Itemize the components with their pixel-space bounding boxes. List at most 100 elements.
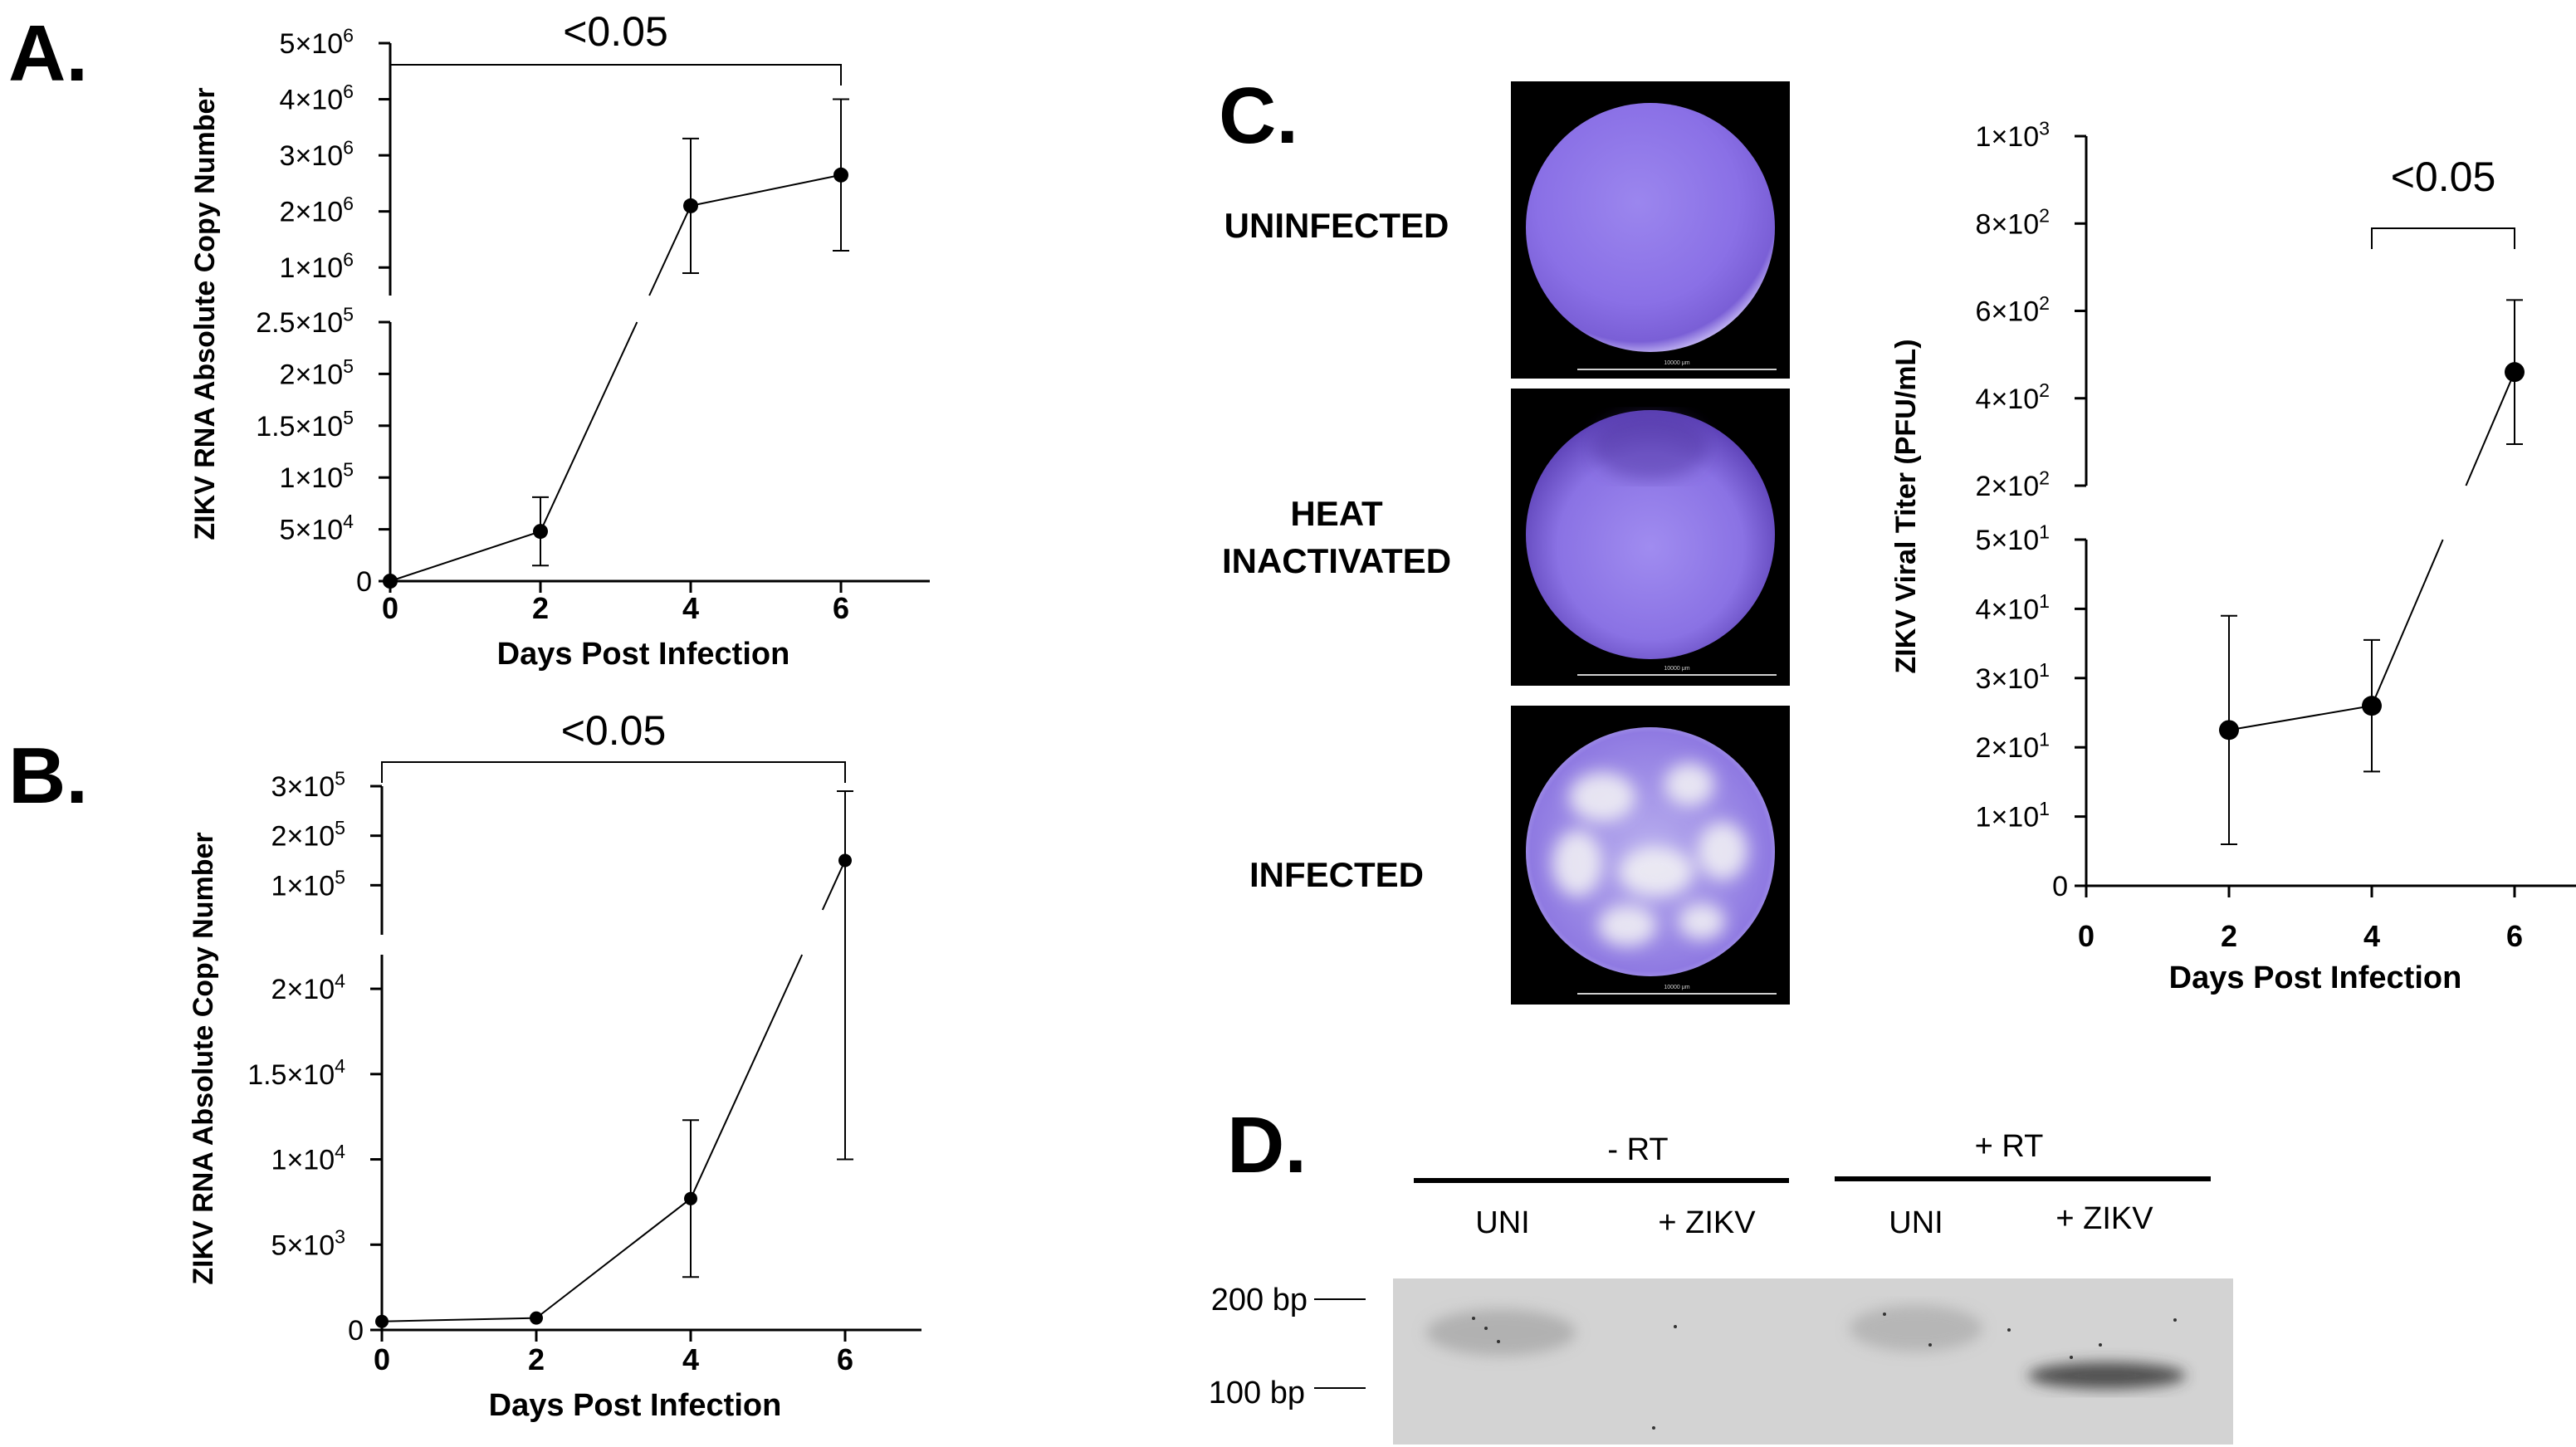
scale-bar-label: 10000 μm [1664, 360, 1689, 366]
y-tick-label: 5×103 [271, 1226, 345, 1262]
series-line [2371, 539, 2444, 706]
y-tick-label: 0 [2052, 871, 2068, 902]
panel-b-letter: B. [8, 731, 88, 820]
panel-a-letter: A. [8, 9, 88, 98]
x-tick-label: 2 [528, 1342, 545, 1376]
x-tick-label: 0 [2078, 919, 2095, 953]
chart-a: 05×1041×1051.5×1052×1052.5×1051×1062×106… [189, 8, 930, 672]
x-tick-label: 6 [837, 1342, 853, 1376]
data-point [684, 1191, 697, 1205]
significance-bracket [389, 64, 842, 86]
significance-bracket [381, 761, 846, 783]
y-axis-title: ZIKV RNA Absolute Copy Number [189, 87, 221, 540]
data-point [383, 574, 398, 589]
gel-band-lane-4 [2028, 1362, 2186, 1389]
y-axis-title: ZIKV Viral Titer (PFU/mL) [1890, 339, 1922, 673]
x-tick-label: 4 [2363, 919, 2380, 953]
x-tick-label: 2 [2221, 919, 2237, 953]
data-point [375, 1314, 389, 1328]
series-line [690, 174, 842, 207]
y-tick-label: 1×105 [271, 867, 345, 902]
panel-d-letter: D. [1227, 1101, 1307, 1190]
y-tick-label: 8×102 [1976, 205, 2050, 241]
y-tick-label: 2×105 [271, 817, 345, 853]
x-tick-label: 0 [382, 591, 398, 625]
data-point [683, 198, 698, 213]
marker-100bp: 100 bp [1209, 1376, 1305, 1410]
label-infected: INFECTED [1249, 855, 1424, 894]
lane-label-3: UNI [1889, 1205, 1943, 1240]
plaque-image-heat-inactivated: 10000 μm [1511, 389, 1790, 686]
series-line [690, 954, 804, 1200]
significance-label: <0.05 [563, 8, 668, 55]
x-tick-label: 4 [682, 591, 699, 625]
y-tick-label: 5×101 [1976, 521, 2050, 556]
x-tick-label: 2 [532, 591, 549, 625]
data-point [2362, 696, 2382, 716]
y-tick-label: 3×105 [271, 767, 345, 803]
label-inactivated: INACTIVATED [1221, 541, 1452, 580]
x-axis-title: Days Post Infection [489, 1388, 782, 1423]
data-point [2219, 720, 2239, 741]
scale-bar-label: 10000 μm [1664, 985, 1689, 990]
y-tick-label: 2×105 [280, 355, 354, 391]
y-tick-label: 5×106 [280, 24, 354, 60]
lane-label-4: + ZIKV [2055, 1201, 2153, 1236]
y-tick-label: 1×103 [1976, 117, 2050, 153]
y-tick-label: 2×101 [1976, 729, 2050, 765]
y-tick-label: 4×101 [1976, 590, 2050, 626]
series-line [381, 1317, 537, 1322]
y-tick-label: 0 [348, 1315, 364, 1347]
y-tick-label: 1×101 [1976, 798, 2050, 833]
group-label-minus-rt: - RT [1607, 1132, 1668, 1167]
label-uninfected: UNINFECTED [1224, 206, 1449, 245]
significance-label: <0.05 [2391, 154, 2496, 200]
gel-band-lane-3 [1850, 1305, 1982, 1352]
scale-bar-label: 10000 μm [1664, 666, 1689, 672]
series-line [389, 530, 541, 582]
series-line [535, 1198, 692, 1319]
y-tick-label: 2×104 [271, 970, 346, 1005]
plaque-image-infected: 10000 μm [1511, 706, 1790, 1005]
gel-panel: - RT + RT UNI + ZIKV UNI + ZIKV 200 bp 1… [1209, 1129, 2233, 1445]
series-line [821, 860, 846, 911]
y-tick-label: 1.5×105 [256, 407, 354, 442]
panel-c-letter: C. [1219, 71, 1298, 160]
plaque-images: 10000 μm 10000 μm 10000 μm [1511, 81, 1790, 1005]
chart-c: 0 1×101 2×101 3×101 4×101 5×101 2×102 4×102 6×10… [1890, 117, 2576, 995]
y-tick-label: 1×104 [271, 1141, 346, 1176]
gel-band-lane-1 [1426, 1309, 1576, 1356]
x-tick-label: 4 [682, 1342, 699, 1376]
x-tick-label: 0 [374, 1342, 390, 1376]
series-line [2228, 705, 2373, 731]
group-label-plus-rt: + RT [1975, 1129, 2044, 1164]
x-tick-label: 6 [833, 591, 849, 625]
data-point [2505, 362, 2525, 383]
data-point [530, 1311, 543, 1325]
y-tick-label: 2×106 [280, 193, 354, 228]
series-line [2465, 371, 2515, 486]
y-tick-label: 2×102 [1976, 467, 2050, 502]
gel-body [1393, 1278, 2233, 1445]
marker-200bp: 200 bp [1211, 1283, 1308, 1317]
y-tick-label: 4×102 [1976, 379, 2050, 415]
data-point [533, 524, 548, 540]
y-tick-label: 1×106 [280, 249, 354, 285]
y-tick-label: 0 [356, 566, 372, 598]
x-tick-label: 6 [2506, 919, 2523, 953]
y-tick-label: 5×104 [280, 511, 354, 546]
data-point [833, 167, 848, 183]
series-line [648, 205, 692, 296]
data-point [838, 853, 852, 868]
series-line [540, 321, 638, 532]
label-heat: HEAT [1290, 494, 1383, 533]
y-tick-label: 1.5×104 [247, 1055, 345, 1091]
plaque-image-uninfected: 10000 μm [1511, 81, 1790, 379]
y-tick-label: 4×106 [280, 81, 354, 116]
lane-label-2: + ZIKV [1658, 1205, 1756, 1240]
y-tick-label: 3×106 [280, 137, 354, 173]
x-axis-title: Days Post Infection [2169, 961, 2462, 995]
significance-label: <0.05 [561, 707, 667, 754]
y-tick-label: 1×105 [280, 459, 354, 495]
x-axis-title: Days Post Infection [497, 637, 790, 672]
